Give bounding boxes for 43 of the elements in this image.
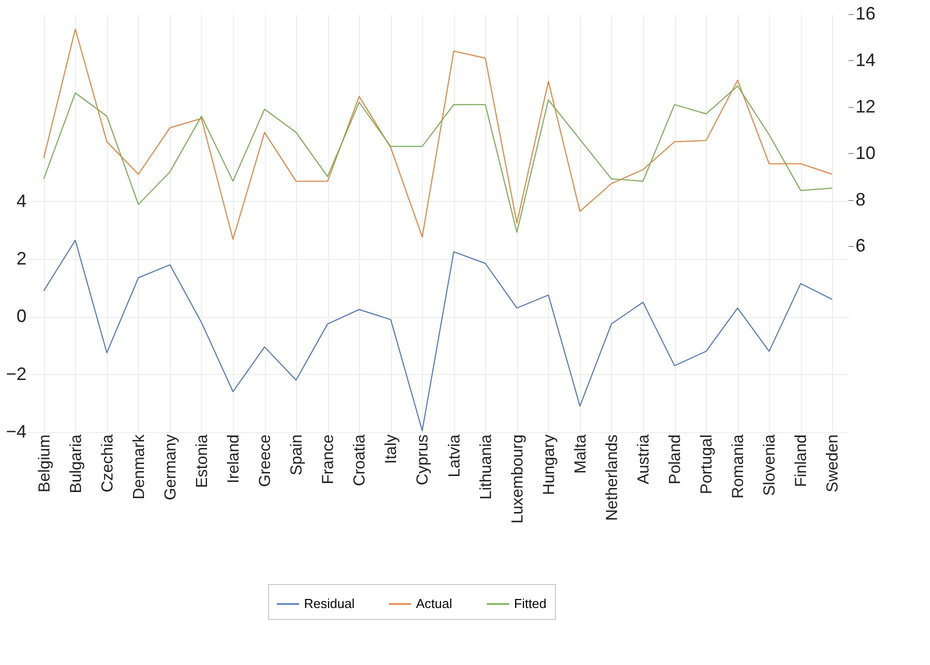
x-tick-label: Sweden — [824, 434, 842, 492]
y-tick-label: 2 — [16, 248, 26, 269]
x-tick-label: Bulgaria — [68, 434, 85, 494]
x-tick-label: Denmark — [130, 434, 148, 500]
y2-tick-label: 6 — [856, 236, 866, 256]
x-tick-label: Croatia — [352, 434, 369, 486]
x-tick-label: Latvia — [446, 434, 464, 478]
x-tick-label: Greece — [257, 434, 274, 487]
x-tick-label: Portugal — [698, 434, 716, 494]
x-tick-label: Lithuania — [478, 434, 495, 500]
x-tick-label: Ireland — [226, 434, 242, 484]
x-tick-label: Romania — [730, 434, 748, 499]
y-tick-label: 4 — [16, 190, 26, 211]
x-tick-label: Italy — [383, 434, 400, 464]
x-tick-label: Finland — [793, 434, 810, 487]
y2-tick-label: 10 — [856, 142, 876, 163]
x-tick-label: Malta — [572, 434, 590, 474]
y-tick-label: −4 — [6, 422, 26, 442]
legend-label: Fitted — [514, 596, 547, 611]
y2-tick-label: 14 — [856, 50, 876, 70]
y2-tick-label: 16 — [856, 4, 876, 24]
x-tick-label: Germany — [162, 434, 180, 500]
line-series — [43, 28, 833, 240]
x-tick-label: Netherlands — [604, 434, 621, 521]
x-tick-label: Hungary — [540, 434, 558, 495]
x-tick-label: Austria — [636, 434, 652, 484]
x-tick-label: Poland — [667, 434, 684, 484]
legend-label: Actual — [416, 596, 452, 611]
x-tick-label: Luxembourg — [509, 434, 526, 524]
x-tick-label: Slovenia — [762, 434, 779, 496]
y-tick-label: 0 — [16, 306, 26, 326]
x-tick-label: Estonia — [194, 434, 211, 488]
y-tick-label: −2 — [6, 364, 26, 384]
x-tick-label: Cyprus — [414, 434, 432, 486]
legend-label: Residual — [304, 596, 355, 611]
x-tick-label: Belgium — [36, 434, 54, 492]
x-tick-label: France — [320, 434, 338, 484]
line-series — [43, 240, 833, 432]
x-tick-label: Czechia — [99, 434, 116, 492]
line-series — [43, 85, 833, 233]
y2-tick-label: 8 — [856, 189, 866, 210]
x-tick-label: Spain — [288, 434, 306, 476]
y2-tick-label: 12 — [856, 96, 876, 116]
